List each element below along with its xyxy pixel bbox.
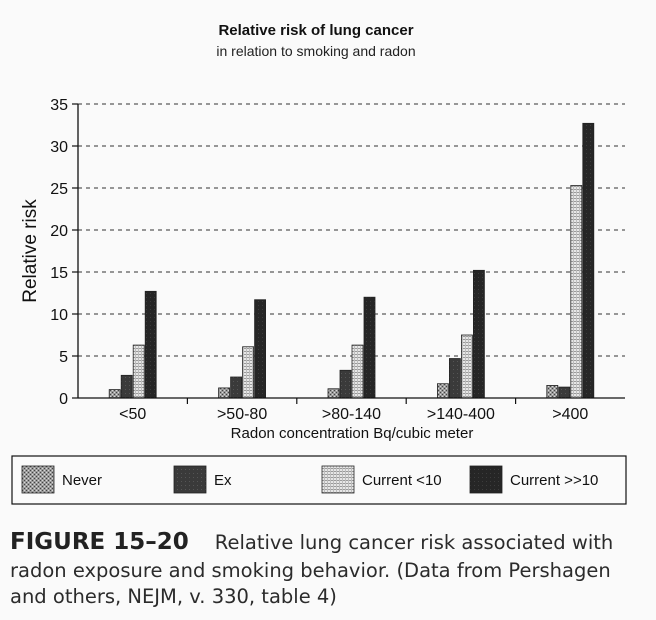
y-tick-label: 25 xyxy=(50,181,68,198)
x-axis-label: Radon concentration Bq/cubic meter xyxy=(231,425,474,442)
x-tick-label: >140-400 xyxy=(427,406,495,423)
bar-ex xyxy=(339,369,352,399)
y-tick-label: 20 xyxy=(50,223,68,240)
bar-current-10 xyxy=(132,344,145,399)
bar-current-10 xyxy=(144,290,157,399)
y-tick-labels: 0 5 10 15 20 25 30 35 xyxy=(50,97,78,408)
x-tick-label: >50-80 xyxy=(217,406,267,423)
x-tick-labels: <50 >50-80 >80-140 >140-400 >400 xyxy=(119,398,588,423)
x-tick-label: <50 xyxy=(119,406,146,423)
y-tick-label: 5 xyxy=(59,349,68,366)
bar-ex xyxy=(120,374,133,399)
y-tick-label: 30 xyxy=(50,139,68,156)
legend-label-current-10: Current <10 xyxy=(362,472,442,489)
legend-swatch-current-10 xyxy=(469,465,503,494)
legend-swatch-current-10 xyxy=(321,465,355,494)
bar-current-10 xyxy=(351,344,364,399)
legend-swatch-ex xyxy=(173,465,207,494)
bar-never xyxy=(327,388,340,399)
caption-text: Relative lung cancer risk associated wit… xyxy=(10,531,614,608)
bar-never xyxy=(108,389,121,399)
bar-ex xyxy=(558,386,571,399)
bar-ex xyxy=(448,358,461,399)
bar-never xyxy=(436,383,449,399)
legend-label-never: Never xyxy=(62,472,102,489)
y-tick-label: 0 xyxy=(59,391,68,408)
gridlines xyxy=(78,103,625,357)
y-axis-label: Relative risk xyxy=(20,199,41,303)
legend-label-current-10: Current >>10 xyxy=(510,472,598,489)
chart-subtitle: in relation to smoking and radon xyxy=(216,43,415,59)
bar-never xyxy=(218,387,231,399)
bars xyxy=(108,122,595,399)
figure-label: FIGURE 15–20 xyxy=(10,529,189,555)
bar-current-10 xyxy=(363,296,376,399)
legend: Never Ex Current <10 Current >>10 xyxy=(21,465,598,494)
chart-title: Relative risk of lung cancer xyxy=(218,22,413,39)
legend-box xyxy=(11,455,627,505)
legend-label-ex: Ex xyxy=(214,472,232,489)
legend-swatch-never xyxy=(21,465,55,494)
figure-caption: FIGURE 15–20 Relative lung cancer risk as… xyxy=(10,527,650,609)
bar-ex xyxy=(230,376,243,399)
chart: Relative risk of lung cancer in relation… xyxy=(11,22,627,505)
bar-current-10 xyxy=(582,122,595,399)
y-tick-label: 10 xyxy=(50,307,68,324)
x-tick-label: >400 xyxy=(552,406,588,423)
bar-current-10 xyxy=(570,185,583,399)
y-tick-label: 15 xyxy=(50,265,68,282)
y-tick-label: 35 xyxy=(50,97,68,114)
bar-never xyxy=(546,384,559,399)
bar-current-10 xyxy=(254,299,267,399)
x-tick-label: >80-140 xyxy=(322,406,381,423)
bar-current-10 xyxy=(460,334,473,399)
bar-current-10 xyxy=(242,346,255,399)
bar-current-10 xyxy=(472,269,485,399)
